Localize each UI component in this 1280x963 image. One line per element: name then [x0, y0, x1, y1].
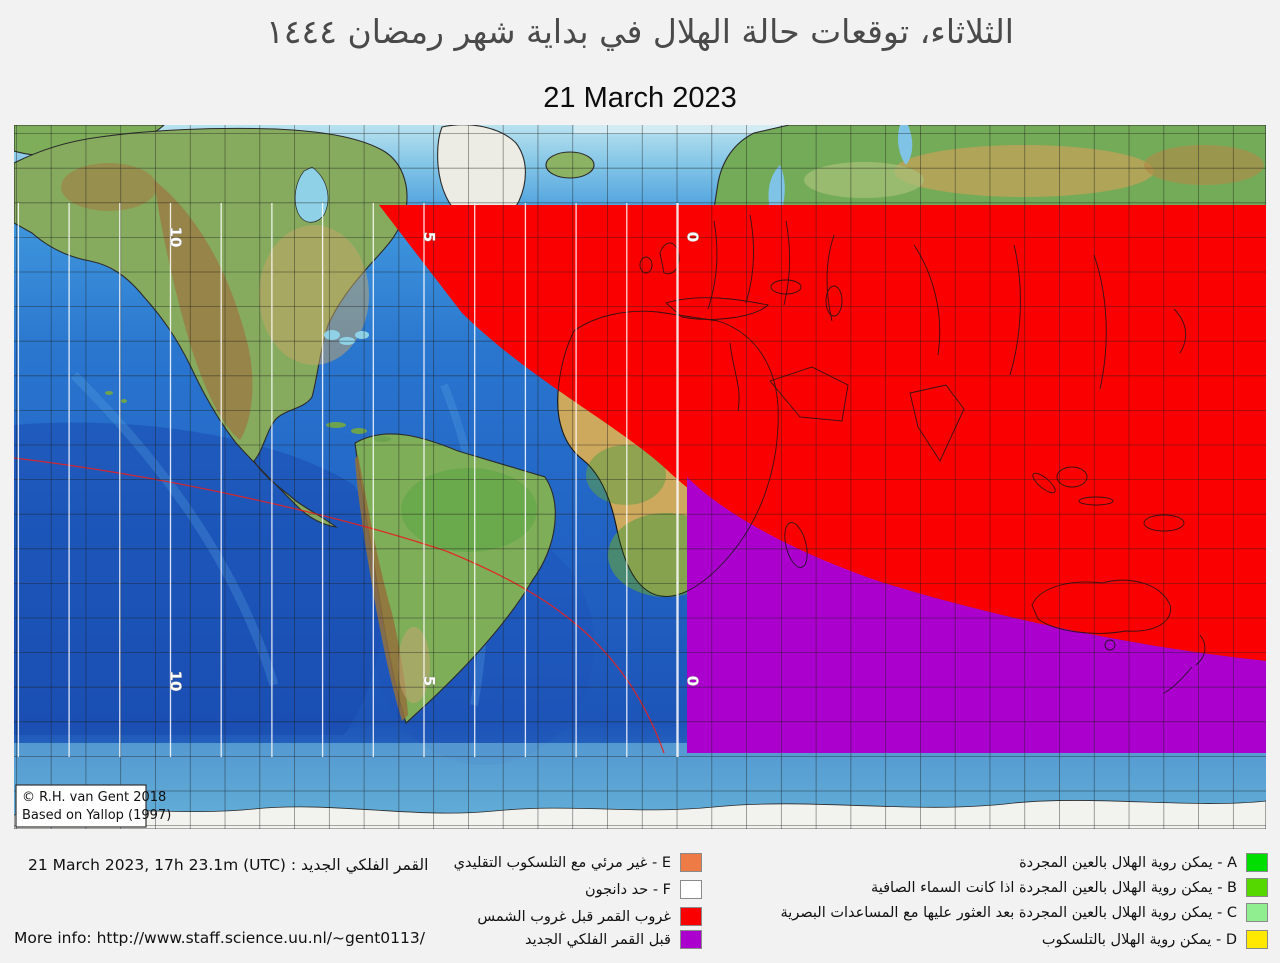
legend-item-e: E - غير مرئي مع التلسكوب التقليدي [454, 853, 702, 872]
new-moon-separator: : [285, 856, 302, 874]
iceland [545, 151, 595, 179]
legend-swatch-b [1246, 878, 1268, 897]
graticule [14, 125, 1266, 829]
copyright-line2: Based on Yallop (1997) [22, 808, 171, 823]
legend-item-moonset: غروب القمر قبل غروب الشمس [477, 907, 702, 926]
contour-label: 5 [420, 676, 438, 686]
legend-item-label: قبل القمر الفلكي الجديد [524, 931, 671, 948]
new-moon-line: القمر الفلكي الجديد : 21 March 2023, 17h… [28, 856, 428, 874]
legend-swatch-before-new-moon [680, 930, 702, 949]
legend-swatch-d [1246, 930, 1268, 949]
new-moon-label: القمر الفلكي الجديد [301, 856, 429, 874]
ocean-ridge [70, 371, 279, 687]
legend-swatch-f [680, 880, 702, 899]
baltic-sea [768, 165, 785, 209]
country-borders [557, 214, 1206, 694]
legend-item-label: A - يمكن روية الهلال بالعين المجردة [1019, 854, 1237, 871]
new-moon-datetime: 21 March 2023, 17h 23.1m (UTC) [28, 856, 286, 874]
terrain-shading [61, 145, 1264, 721]
legend-item-f: F - حد دانجون [585, 880, 702, 899]
purple-zone-before-new-moon [687, 477, 1266, 753]
contour-label: 10 [167, 227, 185, 248]
legend-swatch-a [1246, 853, 1268, 872]
more-info-line: More info: http://www.staff.science.uu.n… [14, 929, 425, 947]
legend-item-d: D - يمكن روية الهلال بالتلسكوب [1042, 930, 1268, 949]
legend-swatch-e [680, 853, 702, 872]
deep-pacific [14, 422, 383, 735]
contour-label: 0 [684, 232, 702, 242]
legend-item-before-new-moon: قبل القمر الفلكي الجديد [525, 930, 702, 949]
lagtime-zero-curve [14, 457, 665, 754]
hudson-bay [294, 166, 329, 223]
contour-label: 10 [167, 671, 185, 692]
legend-item-label: غروب القمر قبل غروب الشمس [477, 908, 671, 925]
contour-labels: 10 10 5 5 0 0 [166, 226, 702, 692]
legend-swatch-moonset [680, 907, 702, 926]
more-info-label: More info: [14, 929, 97, 947]
world-visibility-map: 10 10 5 5 0 0 © R.H. van Gent 2018 Based on Y… [14, 125, 1266, 829]
contour-label: 0 [684, 676, 702, 686]
legend-item-label: B - يمكن روية الهلال بالعين المجردة اذا … [870, 879, 1237, 896]
more-info-url[interactable]: http://www.staff.science.uu.nl/~gent0113… [96, 929, 425, 947]
copyright-line1: © R.H. van Gent 2018 [22, 790, 166, 805]
legend-item-label: E - غير مرئي مع التلسكوب التقليدي [453, 854, 671, 871]
legend-item-b: B - يمكن روية الهلال بالعين المجردة اذا … [871, 878, 1268, 897]
legend-swatch-c [1246, 903, 1268, 922]
map-svg: 10 10 5 5 0 0 © R.H. van Gent 2018 Based on Y… [14, 125, 1266, 829]
map-date: 21 March 2023 [543, 82, 737, 114]
antarctica [14, 800, 1266, 829]
legend-item-c: C - يمكن روية الهلال بالعين المجردة بعد … [781, 903, 1268, 922]
copyright-box: © R.H. van Gent 2018 Based on Yallop (19… [15, 784, 171, 828]
contour-label: 5 [420, 232, 438, 242]
page-title: الثلاثاء، توقعات حالة الهلال في بداية شه… [266, 12, 1014, 51]
legend-item-a: A - يمكن روية الهلال بالعين المجردة [1019, 853, 1268, 872]
caribbean-islands [105, 391, 391, 442]
red-zone-moonset-before-sunset [379, 205, 1266, 661]
white-sea [898, 125, 913, 165]
legend-item-label: D - يمكن روية الهلال بالتلسكوب [1041, 931, 1237, 948]
legend-item-label: F - حد دانجون [585, 881, 671, 898]
contour-lines [17, 203, 679, 757]
legend-item-label: C - يمكن روية الهلال بالعين المجردة بعد … [780, 904, 1237, 921]
